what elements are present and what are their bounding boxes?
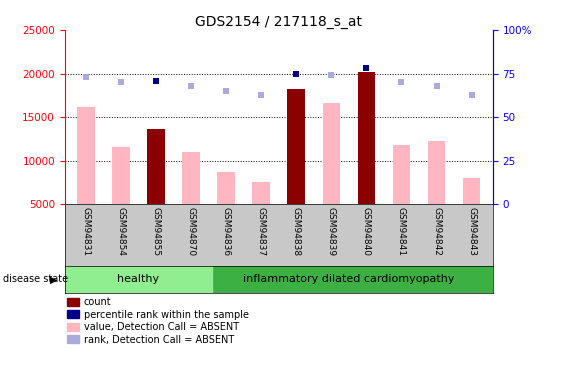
Bar	[252, 182, 270, 204]
Bar	[288, 89, 305, 204]
Bar	[323, 103, 340, 204]
Title: GDS2154 / 217118_s_at: GDS2154 / 217118_s_at	[195, 15, 362, 29]
Bar	[147, 129, 165, 204]
Text: GSM94838: GSM94838	[292, 207, 301, 256]
Text: GSM94837: GSM94837	[257, 207, 266, 256]
Text: disease state: disease state	[3, 274, 68, 284]
Text: GSM94841: GSM94841	[397, 207, 406, 256]
Text: GSM94854: GSM94854	[117, 207, 126, 256]
Text: GSM94843: GSM94843	[467, 207, 476, 256]
Bar	[182, 152, 200, 204]
Text: inflammatory dilated cardiomyopathy: inflammatory dilated cardiomyopathy	[243, 274, 454, 284]
Bar	[358, 72, 375, 204]
Legend: count, percentile rank within the sample, value, Detection Call = ABSENT, rank, : count, percentile rank within the sample…	[68, 297, 249, 345]
Text: GSM94831: GSM94831	[81, 207, 90, 256]
Bar	[463, 178, 480, 204]
Text: GSM94842: GSM94842	[432, 207, 441, 256]
Text: GSM94836: GSM94836	[222, 207, 231, 256]
Bar	[217, 172, 235, 204]
Bar	[77, 107, 95, 204]
Bar	[112, 147, 129, 204]
Bar	[392, 145, 410, 204]
Text: GSM94840: GSM94840	[362, 207, 371, 256]
Text: ▶: ▶	[50, 274, 57, 284]
Text: GSM94855: GSM94855	[151, 207, 160, 256]
Text: GSM94870: GSM94870	[186, 207, 195, 256]
Text: healthy: healthy	[117, 274, 159, 284]
Bar	[65, 266, 212, 292]
Bar	[428, 141, 445, 204]
Text: GSM94839: GSM94839	[327, 207, 336, 256]
